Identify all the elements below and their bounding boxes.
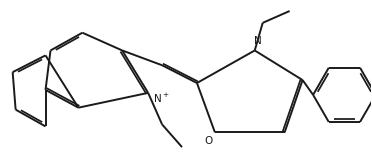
Text: O: O [204,136,212,146]
Text: N$^+$: N$^+$ [153,92,170,105]
Text: N: N [254,36,262,46]
